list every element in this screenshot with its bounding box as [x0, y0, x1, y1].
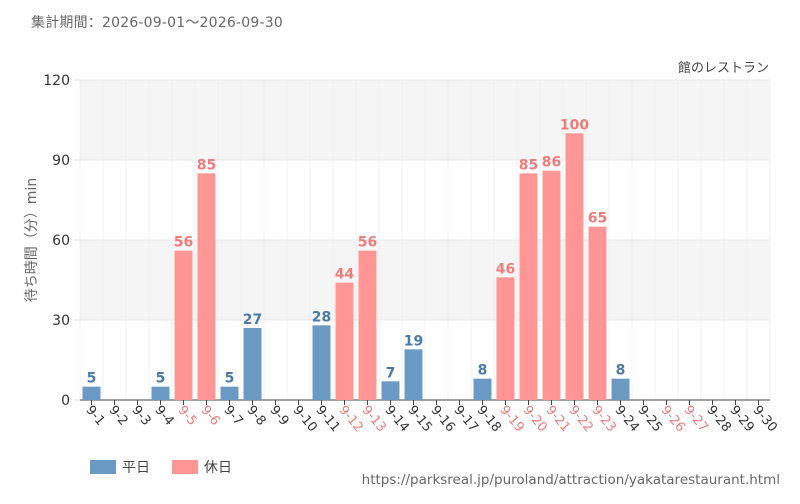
bar-9-22 — [565, 133, 584, 401]
source-link[interactable]: https://parksreal.jp/puroland/attraction… — [361, 472, 780, 488]
legend-label-holiday: 休日 — [204, 460, 232, 476]
bar-value-label: 65 — [588, 211, 607, 227]
x-tick-label: 9-20 — [519, 403, 549, 435]
x-tick-label: 9-7 — [220, 403, 245, 429]
bar-9-20 — [519, 173, 538, 400]
bar-9-8 — [243, 328, 262, 400]
x-tick-label: 9-27 — [680, 403, 710, 435]
legend-swatch-weekday — [90, 460, 116, 474]
bar-value-label: 5 — [156, 371, 166, 387]
bar-9-4 — [151, 386, 170, 400]
bar-value-label: 46 — [496, 261, 515, 277]
x-tick-label: 9-9 — [266, 403, 291, 429]
y-tick-label: 90 — [52, 153, 70, 169]
y-tick-label: 30 — [52, 313, 70, 329]
x-tick-label: 9-22 — [565, 403, 595, 435]
bar-value-label: 5 — [225, 371, 235, 387]
bar-value-label: 5 — [87, 371, 97, 387]
x-tick-label: 9-13 — [358, 403, 388, 435]
x-tick-label: 9-23 — [588, 403, 618, 435]
x-tick-label: 9-30 — [749, 403, 779, 435]
legend-item-weekday[interactable]: 平日 — [90, 457, 150, 477]
bar-value-label: 86 — [542, 155, 561, 171]
y-axis-label: 待ち時間（分）min — [24, 178, 40, 302]
bar-9-15 — [404, 349, 423, 400]
bar-value-label: 100 — [560, 117, 589, 133]
x-tick-label: 9-29 — [726, 403, 756, 435]
x-tick-label: 9-4 — [151, 403, 176, 429]
x-tick-label: 9-26 — [657, 403, 687, 435]
legend-label-weekday: 平日 — [122, 460, 150, 476]
bar-9-21 — [542, 170, 561, 400]
x-tick-label: 9-24 — [611, 403, 641, 435]
bar-9-1 — [82, 386, 101, 400]
period-label: 集計期間：2026-09-01～2026-09-30 — [31, 15, 283, 31]
bar-value-label: 85 — [519, 157, 538, 173]
x-tick-label: 9-5 — [174, 403, 199, 429]
bar-value-label: 19 — [404, 333, 423, 349]
bar-value-label: 28 — [312, 309, 331, 325]
x-tick-label: 9-18 — [473, 403, 503, 435]
x-tick-label: 9-19 — [496, 403, 526, 435]
legend-swatch-holiday — [172, 460, 198, 474]
bar-value-label: 56 — [358, 235, 377, 251]
x-tick-label: 9-14 — [381, 403, 411, 435]
legend-item-holiday[interactable]: 休日 — [172, 457, 232, 477]
bar-9-18 — [473, 378, 492, 400]
bar-9-13 — [358, 250, 377, 400]
chart-title: 館のレストラン — [678, 61, 769, 76]
bar-9-24 — [611, 378, 630, 400]
x-tick-label: 9-2 — [105, 403, 130, 429]
bar-9-11 — [312, 325, 331, 400]
legend: 平日 休日 — [90, 457, 232, 477]
x-tick-label: 9-8 — [243, 403, 268, 429]
bar-9-19 — [496, 277, 515, 400]
bar-value-label: 27 — [243, 312, 262, 328]
x-tick-label: 9-3 — [128, 403, 153, 429]
bar-9-7 — [220, 386, 239, 400]
x-tick-label: 9-11 — [312, 403, 342, 435]
x-tick-label: 9-17 — [450, 403, 480, 435]
bar-9-12 — [335, 282, 354, 400]
x-tick-label: 9-10 — [289, 403, 319, 435]
bar-value-label: 8 — [616, 363, 626, 379]
x-tick-label: 9-12 — [335, 403, 365, 435]
y-tick-label: 0 — [61, 393, 70, 409]
x-tick-label: 9-21 — [542, 403, 572, 435]
x-tick-label: 9-16 — [427, 403, 457, 435]
bar-value-label: 56 — [174, 235, 193, 251]
x-tick-label: 9-6 — [197, 403, 222, 429]
bar-9-6 — [197, 173, 216, 400]
bar-value-label: 7 — [386, 365, 396, 381]
bar-value-label: 44 — [335, 267, 355, 283]
x-tick-label: 9-15 — [404, 403, 434, 435]
x-tick-label: 9-1 — [82, 403, 107, 429]
bar-9-23 — [588, 226, 607, 400]
y-tick-label: 120 — [43, 73, 70, 89]
x-tick-label: 9-28 — [703, 403, 733, 435]
bar-9-14 — [381, 381, 400, 400]
bar-value-label: 85 — [197, 157, 216, 173]
bar-value-label: 8 — [478, 363, 488, 379]
bar-9-5 — [174, 250, 193, 400]
y-tick-label: 60 — [52, 233, 70, 249]
x-tick-label: 9-25 — [634, 403, 664, 435]
